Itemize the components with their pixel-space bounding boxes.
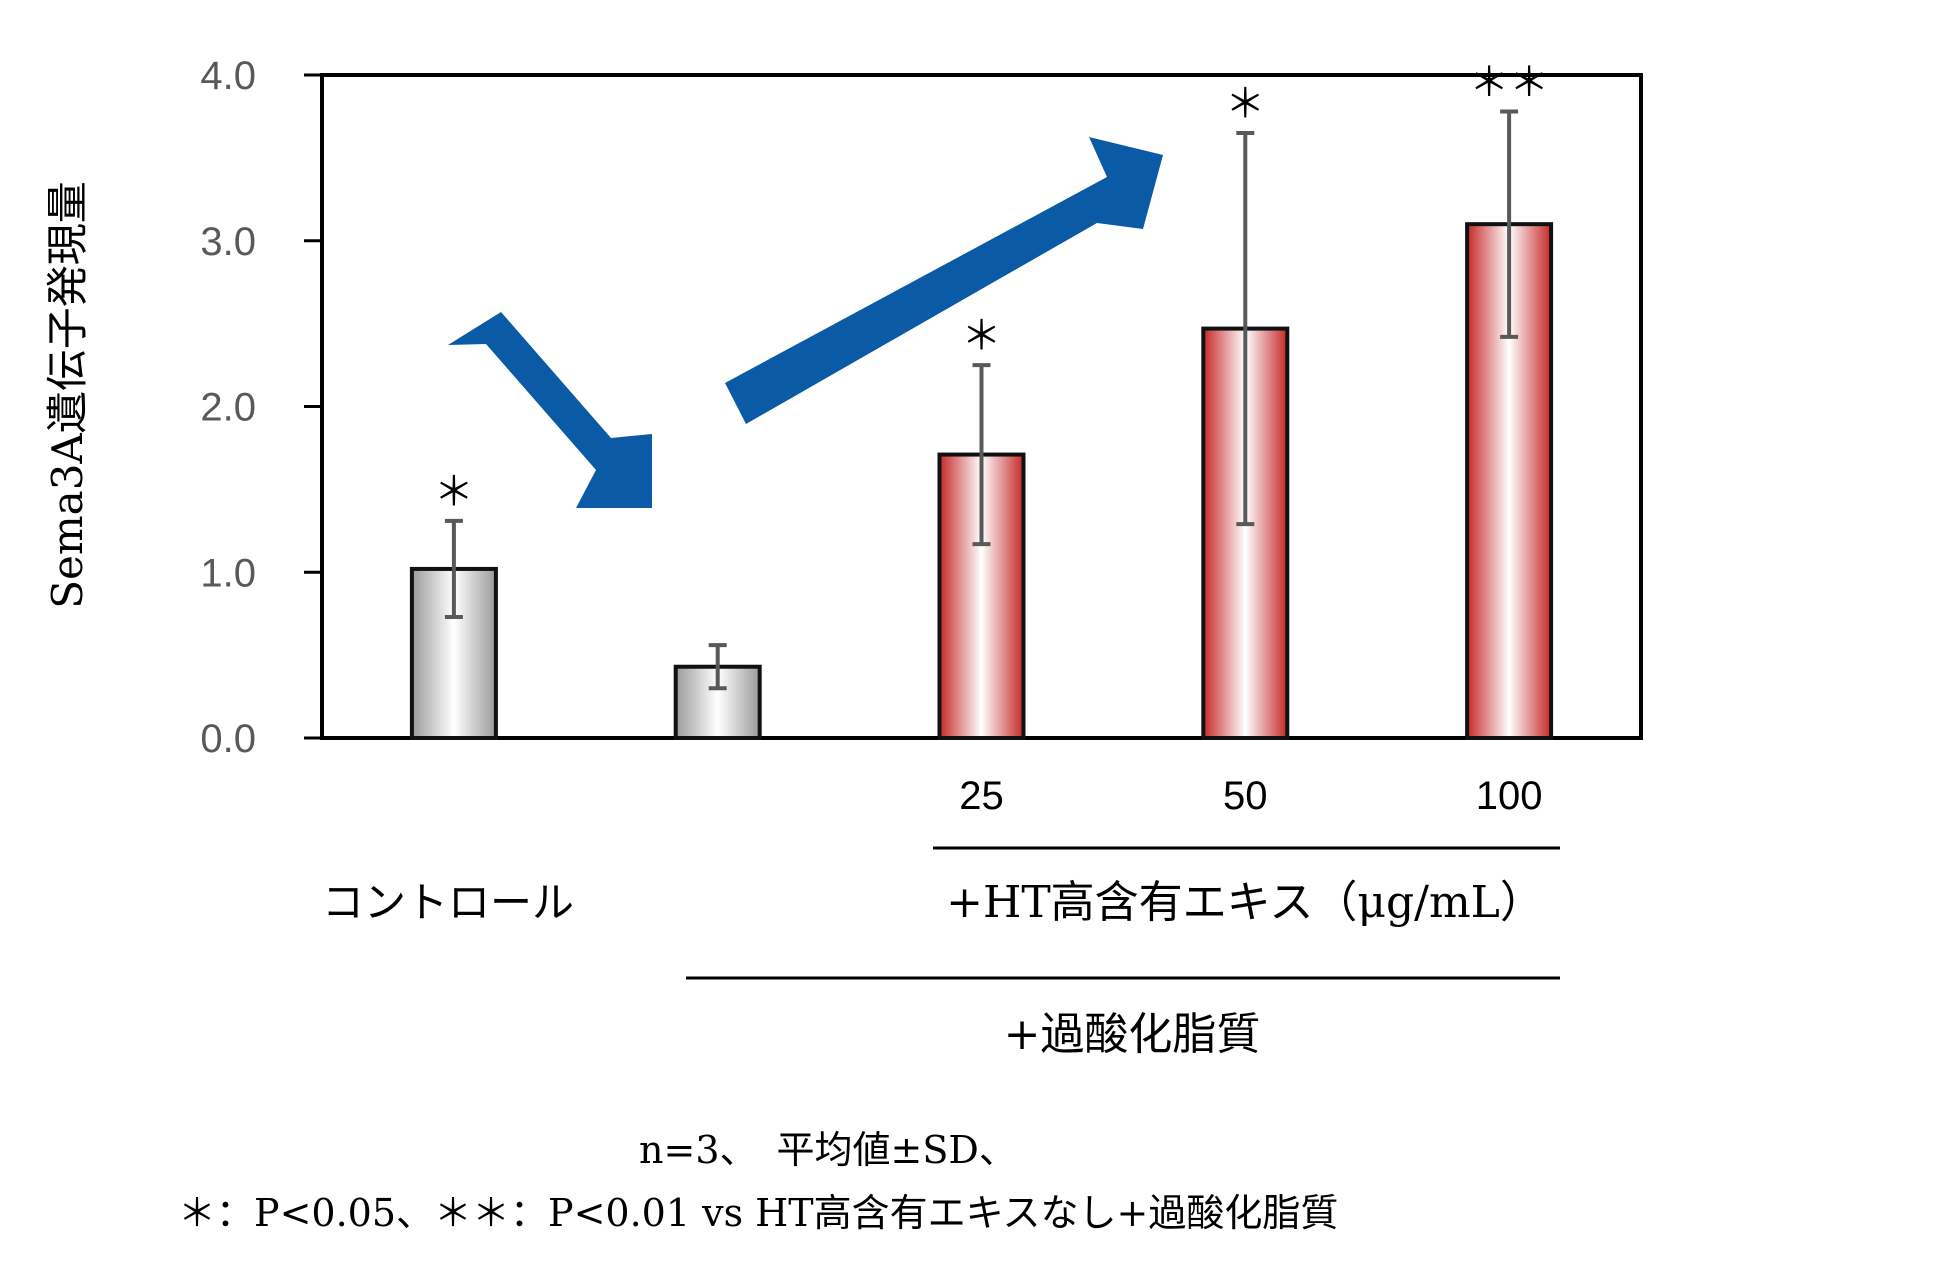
footnote-line-1: n=3、 平均値±SD、 (639, 1128, 1017, 1172)
x-category-label: コントロール (322, 878, 574, 927)
y-tick-label: 3.0 (200, 220, 256, 264)
up-trend-arrow (725, 137, 1163, 424)
y-tick-label: 1.0 (200, 551, 256, 595)
x-tick-label: 25 (959, 774, 1004, 818)
y-tick-label: 4.0 (200, 54, 256, 98)
significance-mark: ＊ (962, 313, 1002, 359)
significance-mark: ＊ (434, 469, 474, 515)
significance-mark: ＊ (1225, 81, 1265, 127)
x-axis-categories: コントロール 25 50 100 (322, 774, 1542, 927)
y-axis-ticks: 0.0 1.0 2.0 3.0 4.0 (200, 54, 322, 761)
y-axis-label: Sema3A遺伝子発現量 (43, 181, 92, 609)
down-trend-arrow (448, 312, 652, 508)
footnote-line-2: ＊：P<0.05、＊＊：P<0.01 vs HT高含有エキスなし+過酸化脂質 (178, 1191, 1338, 1235)
ht-extract-group-label: +HT高含有エキス（μg/mL） (946, 877, 1544, 928)
y-tick-label: 0.0 (200, 717, 256, 761)
peroxide-group-label: +過酸化脂質 (1004, 1009, 1261, 1060)
x-tick-label: 50 (1223, 774, 1268, 818)
x-tick-label: 100 (1476, 774, 1543, 818)
bar-series: ＊＊＊ ＊＊ (409, 59, 1554, 741)
significance-mark: ＊＊ (1469, 59, 1549, 105)
y-tick-label: 2.0 (200, 386, 256, 430)
